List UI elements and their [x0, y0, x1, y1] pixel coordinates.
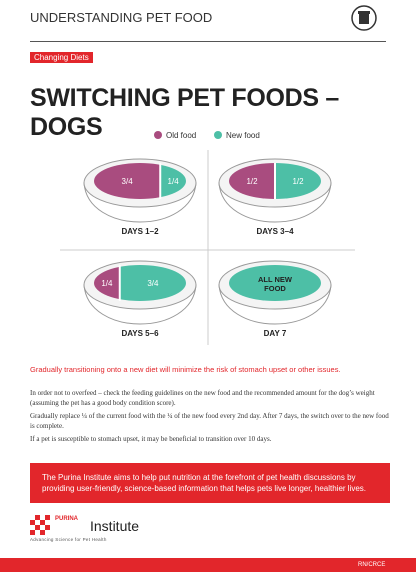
new-food: [229, 265, 321, 301]
tag: Changing Diets: [30, 52, 93, 63]
panel-label: DAYS 1–2: [121, 227, 159, 236]
logo-tagline: Advancing Science for Pet Health: [30, 537, 107, 542]
header-icon: [351, 5, 377, 31]
line: FOOD: [264, 284, 286, 293]
line: ALL NEW: [258, 275, 293, 284]
old-label: 3/4: [122, 177, 134, 186]
old-food: [229, 163, 275, 199]
old-food: [94, 266, 120, 300]
legend-label: Old food: [166, 131, 196, 140]
new-label: ALL NEW FOOD: [258, 275, 293, 293]
new-label: 1/4: [168, 177, 180, 186]
legend-swatch: [214, 131, 222, 139]
diagram: Old food New food 3/4 1/4 DAYS 1–2 1/2 1/2 DA…: [60, 131, 355, 345]
old-label: 1/2: [246, 177, 258, 186]
paragraph: If a pet is susceptible to stomach upset…: [30, 435, 272, 443]
legend-swatch: [154, 131, 162, 139]
header-rule: [30, 41, 386, 42]
legend-label: New food: [226, 131, 260, 140]
logo-brand: PURINA: [55, 516, 79, 522]
panel-label: DAYS 3–4: [256, 227, 294, 236]
logo-name: Institute: [90, 518, 140, 534]
panel-label: DAYS 5–6: [121, 329, 159, 338]
intro: Gradually transitioning onto a new diet …: [30, 365, 341, 374]
new-food: [160, 164, 186, 198]
footer-code: RN/CRCE: [358, 562, 386, 568]
new-label: 1/2: [292, 177, 304, 186]
logo-mark: [30, 515, 50, 535]
old-label: 1/4: [101, 279, 113, 288]
title: SWITCHING PET FOODS – DOGS: [30, 84, 339, 141]
banner: The Purina Institute aims to help put nu…: [30, 463, 390, 503]
new-food: [275, 163, 321, 199]
new-food: [119, 265, 186, 301]
old-food: [94, 163, 161, 199]
footer-bar: [0, 558, 416, 572]
header-title: UNDERSTANDING PET FOOD: [30, 10, 213, 25]
paragraph: Gradually replace ¼ of the current food …: [30, 412, 389, 430]
panel-label: DAY 7: [264, 329, 287, 338]
paragraph: In order not to overfeed – check the fee…: [30, 389, 375, 407]
new-label: 3/4: [147, 279, 159, 288]
